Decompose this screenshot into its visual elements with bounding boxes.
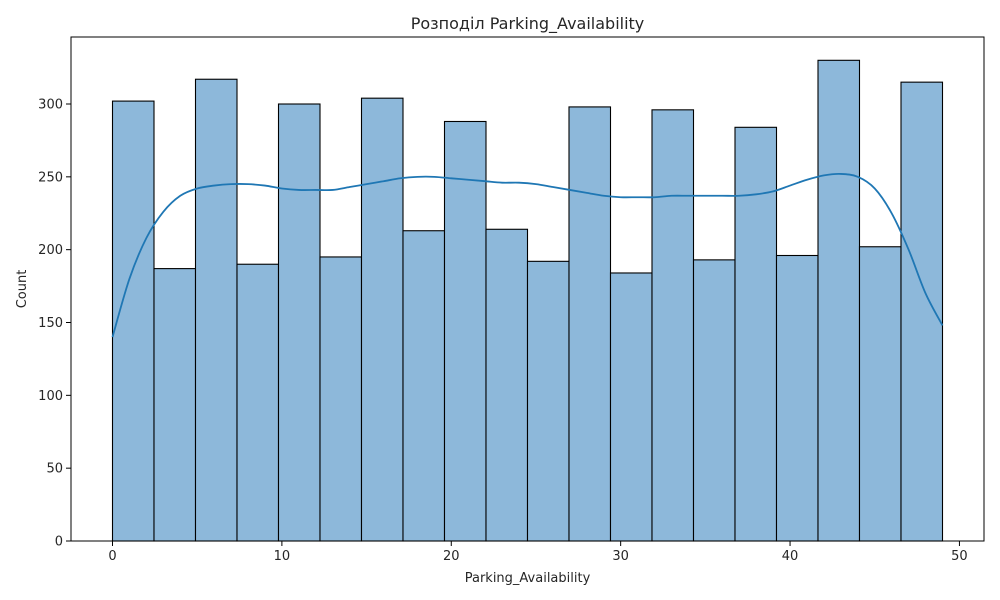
histogram-bar <box>485 228 529 542</box>
plot-border <box>70 36 985 542</box>
x-tick-label: 30 <box>612 549 629 564</box>
x-tick-label: 10 <box>274 549 291 564</box>
axes-frame <box>70 36 985 542</box>
y-tick-label: 150 <box>38 316 63 331</box>
histogram-bar <box>568 106 612 542</box>
histogram-bar <box>402 230 446 542</box>
histogram-bar <box>443 120 487 542</box>
y-tick-label: 250 <box>38 170 63 185</box>
histogram-bar <box>609 272 653 542</box>
histogram-bar <box>153 268 197 542</box>
histogram-bar <box>900 81 944 542</box>
histogram-bars <box>111 59 944 542</box>
histogram-bar <box>277 103 321 542</box>
y-tick-label: 100 <box>38 389 63 404</box>
y-tick-label: 0 <box>55 535 63 550</box>
histogram-bar <box>858 246 902 542</box>
histogram-bar <box>111 100 155 542</box>
histogram-bar <box>734 126 778 542</box>
histogram-bar <box>360 97 404 542</box>
x-tick-label: 50 <box>951 549 968 564</box>
histogram-bar <box>775 254 819 542</box>
x-tick-label: 0 <box>108 549 116 564</box>
histogram-bar <box>194 78 238 542</box>
histogram-bar <box>236 263 280 542</box>
x-axis-ticks: 0 10 20 30 40 50 <box>108 541 968 564</box>
histogram-bar <box>692 259 736 542</box>
chart-title: Розподіл Parking_Availability <box>411 14 645 34</box>
histogram-bar <box>319 256 363 542</box>
histogram-bar <box>526 260 570 542</box>
histogram-bar <box>651 109 695 542</box>
x-tick-label: 40 <box>782 549 799 564</box>
kde-curve <box>111 172 944 338</box>
histogram-bar <box>817 59 861 542</box>
y-tick-label: 50 <box>46 462 63 477</box>
y-axis-ticks: 0 50 100 150 200 250 300 <box>38 98 71 550</box>
x-tick-label: 20 <box>443 549 460 564</box>
kde-curve-group <box>111 172 944 338</box>
y-tick-label: 200 <box>38 243 63 258</box>
y-axis-label: Count <box>15 270 30 309</box>
x-axis-label: Parking_Availability <box>465 571 591 586</box>
y-tick-label: 300 <box>38 98 63 113</box>
